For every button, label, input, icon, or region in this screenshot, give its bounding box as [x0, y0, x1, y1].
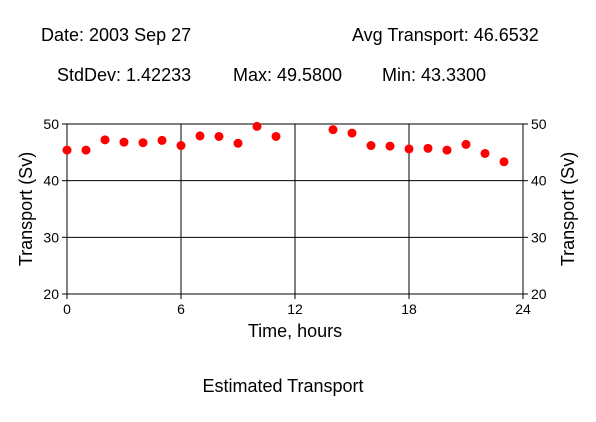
data-point: [328, 125, 338, 135]
y-tick-label-right: 20: [531, 286, 547, 302]
data-point: [404, 144, 414, 154]
y-tick-label-left: 30: [43, 229, 59, 245]
x-tick-label: 18: [401, 301, 417, 317]
y-axis-title-left: Transport (Sv): [16, 152, 36, 266]
min-label: Min: 43.3300: [382, 65, 487, 85]
y-tick-label-right: 30: [531, 229, 547, 245]
data-point: [423, 143, 433, 153]
y-tick-label-left: 50: [43, 116, 59, 132]
data-point: [499, 157, 509, 167]
data-point: [138, 138, 148, 148]
x-tick-label: 24: [515, 301, 531, 317]
data-point: [442, 145, 452, 155]
data-point: [233, 138, 243, 148]
data-point: [62, 145, 72, 155]
data-point: [176, 141, 186, 151]
avg-transport-label: Avg Transport: 46.6532: [352, 25, 539, 45]
x-tick-label: 6: [177, 301, 185, 317]
data-point: [385, 141, 395, 151]
data-point: [81, 145, 91, 155]
y-tick-label-right: 40: [531, 173, 547, 189]
data-point: [119, 137, 129, 147]
data-point: [157, 135, 167, 145]
data-point: [252, 121, 262, 131]
chart-title: Estimated Transport: [202, 376, 363, 396]
stddev-label: StdDev: 1.42233: [57, 65, 192, 85]
x-tick-label: 12: [287, 301, 303, 317]
data-point: [480, 148, 490, 158]
date-label: Date: 2003 Sep 27: [41, 25, 192, 45]
data-point: [366, 141, 376, 151]
y-tick-label-left: 20: [43, 286, 59, 302]
data-point: [271, 131, 281, 141]
data-point: [347, 128, 357, 138]
y-axis-title-right: Transport (Sv): [558, 152, 578, 266]
x-tick-label: 0: [63, 301, 71, 317]
x-axis-title: Time, hours: [248, 321, 342, 341]
data-point: [214, 131, 224, 141]
data-point: [461, 139, 471, 149]
data-point: [195, 131, 205, 141]
y-tick-label-left: 40: [43, 173, 59, 189]
data-point: [100, 135, 110, 145]
y-tick-label-right: 50: [531, 116, 547, 132]
max-label: Max: 49.5800: [233, 65, 343, 85]
